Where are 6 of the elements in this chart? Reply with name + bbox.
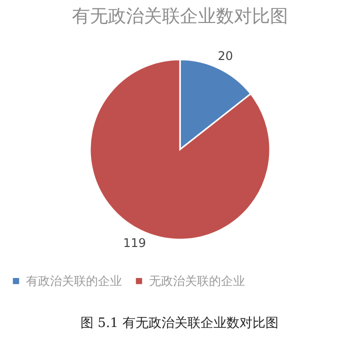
legend-label: 无政治关联的企业	[149, 274, 245, 288]
caption: 图 5.1 有无政治关联企业数对比图	[80, 315, 280, 332]
data-label: 119	[123, 236, 146, 250]
legend-label: 有政治关联的企业	[26, 274, 122, 288]
data-label: 20	[218, 48, 234, 63]
chart-title: 有无政治关联企业数对比图	[72, 6, 288, 27]
